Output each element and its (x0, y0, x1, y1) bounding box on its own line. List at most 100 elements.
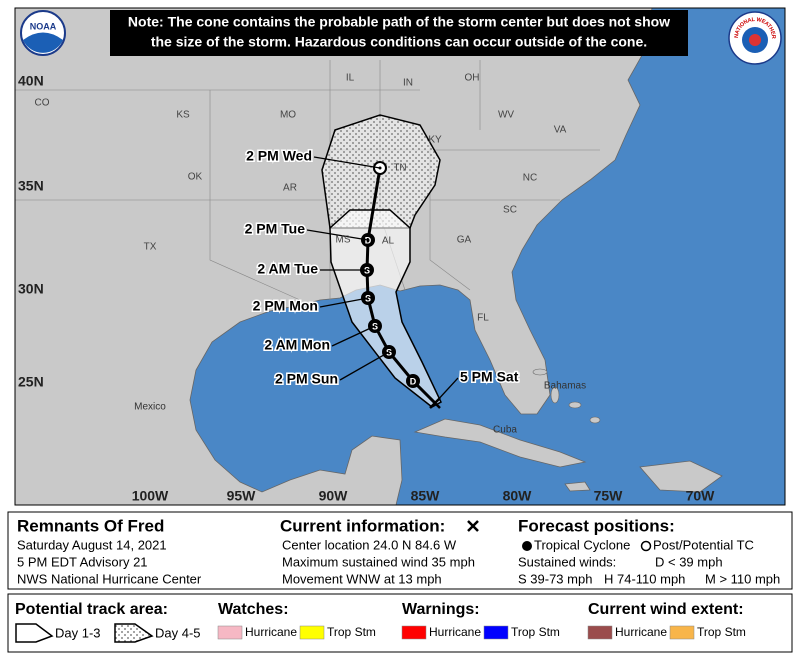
leader-line (313, 156, 381, 169)
forecast-point (406, 374, 420, 388)
track-label: 2 PM Mon (253, 298, 318, 314)
state-label: IL (346, 73, 355, 84)
watches-swatch (299, 625, 325, 640)
lat-label: 25N (18, 374, 44, 390)
note-line: the size of the storm. Hazardous conditi… (151, 34, 647, 50)
lon-label: 70W (686, 488, 716, 504)
warnings-swatch (483, 625, 509, 640)
lat-label: 35N (18, 178, 44, 194)
watches-label: Hurricane (245, 625, 297, 639)
country-label: Mexico (134, 402, 166, 413)
cone-day-1-3 (329, 209, 442, 408)
map-labels: 40N 35N 30N 25N 100W 95W 90W 85W 80W 75W 70W CO KS MO… (18, 73, 715, 504)
lon-label: 85W (411, 488, 441, 504)
state-label: MO (280, 110, 296, 121)
day45-icon (114, 623, 154, 643)
state-label: TX (144, 242, 157, 253)
watches-title: Watches: (218, 601, 289, 618)
forecast-title: Forecast positions: (518, 516, 675, 535)
forecast-item: Sustained winds: (518, 554, 616, 569)
legend-box (7, 511, 793, 590)
watches-swatch (217, 625, 243, 640)
watches-label: Trop Stm (327, 625, 376, 639)
note-box (110, 10, 688, 56)
note-line: Note: The cone contains the probable pat… (128, 14, 670, 30)
storm-name: Remnants Of Fred (17, 516, 164, 535)
state-label: WV (498, 110, 514, 121)
day45-label: Day 4-5 (155, 625, 201, 640)
noaa-logo: NOAA (20, 10, 66, 56)
state-label: IN (403, 78, 413, 89)
state-label: KS (176, 110, 190, 121)
leader-line (306, 229, 369, 241)
key-box (7, 593, 793, 653)
lon-label: 75W (594, 488, 624, 504)
hispaniola (639, 460, 723, 493)
state-label: OH (465, 73, 480, 84)
lon-label: 100W (132, 488, 169, 504)
state-label: MS (336, 235, 351, 246)
post-tc-icon (640, 540, 652, 552)
state-label: VA (554, 125, 567, 136)
hazard-keys: Watches: Hurricane Trop Stm Warnings: Hurric… (217, 601, 746, 640)
state-label: GA (457, 235, 472, 246)
lon-label: 95W (227, 488, 257, 504)
state-label: OK (188, 172, 203, 183)
storm-line: 5 PM EDT Advisory 21 (17, 554, 148, 569)
current-line: Center location 24.0 N 84.6 W (282, 537, 457, 552)
map-frame (14, 7, 786, 506)
state-label: TN (393, 163, 406, 174)
wind-label: Hurricane (615, 625, 667, 639)
lat-label: 30N (18, 281, 44, 297)
day13-label: Day 1-3 (55, 625, 101, 640)
track-label: 2 PM Tue (245, 221, 306, 237)
forecast-item: Post/Potential TC (653, 537, 754, 552)
state-label: FL (477, 313, 489, 324)
lon-label: 80W (503, 488, 533, 504)
track-label: 2 PM Wed (246, 148, 312, 164)
current-icon (467, 520, 479, 532)
state-label: CO (35, 98, 50, 109)
track-label: 2 AM Mon (264, 337, 330, 353)
forecast-item: D < 39 mph (655, 554, 723, 569)
storm-line: NWS National Hurricane Center (17, 571, 202, 586)
day13-icon (15, 623, 54, 643)
warnings-label: Hurricane (429, 625, 481, 639)
state-label: SC (503, 205, 517, 216)
leader-line (339, 351, 390, 381)
wind-swatch (669, 625, 695, 640)
track-label: 2 AM Tue (257, 261, 318, 277)
forecast-item: H 74-110 mph (604, 571, 685, 586)
warnings-label: Trop Stm (511, 625, 560, 639)
tc-icon (522, 541, 532, 551)
storm-line: Saturday August 14, 2021 (17, 537, 167, 552)
lon-label: 90W (319, 488, 349, 504)
forecast-item: M > 110 mph (705, 571, 780, 586)
current-title: Current information: (280, 516, 445, 535)
leader-line (319, 297, 369, 308)
state-label: AL (382, 236, 395, 247)
warnings-title: Warnings: (402, 601, 480, 618)
noaa-text: NOAA (30, 21, 57, 31)
lat-label: 40N (18, 73, 44, 89)
bahamas (532, 368, 601, 424)
state-label: KY (428, 135, 442, 146)
track-label: 2 PM Sun (275, 371, 338, 387)
warnings-swatch (401, 625, 427, 640)
current-line: Movement WNW at 13 mph (282, 571, 442, 586)
jamaica (564, 481, 591, 492)
leader-line (434, 377, 459, 404)
forecast-item: S 39-73 mph (518, 571, 592, 586)
country-label: Cuba (493, 425, 517, 436)
state-label: AR (283, 183, 297, 194)
wind-label: Trop Stm (697, 625, 746, 639)
forecast-marker: D (410, 376, 417, 386)
wind-title: Current wind extent: (588, 601, 744, 618)
leader-line (331, 325, 376, 347)
wind-swatch (587, 625, 613, 640)
track-label: 5 PM Sat (460, 369, 519, 385)
country-label: Bahamas (544, 381, 586, 392)
